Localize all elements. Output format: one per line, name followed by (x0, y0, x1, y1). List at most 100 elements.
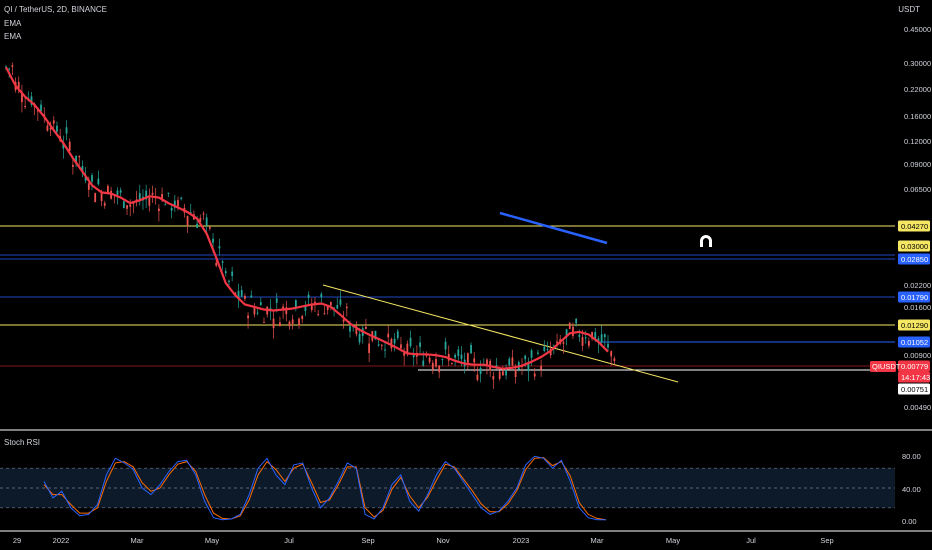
candle-body (212, 238, 214, 243)
price-badge: 0.00751 (898, 383, 930, 395)
price-badge-text: 0.01790 (901, 293, 928, 302)
price-tick-label: 0.02200 (904, 281, 931, 290)
stoch-rsi-label[interactable]: Stoch RSI (4, 438, 41, 447)
time-tick-label: May (205, 536, 219, 545)
stoch-rsi-d-line (43, 457, 607, 521)
blue-trendline (499, 211, 608, 245)
candle-body (224, 271, 227, 274)
candle-body (122, 201, 125, 208)
ema-indicator-label-2[interactable]: EMA (4, 32, 22, 41)
price-badge-bg (898, 360, 930, 372)
candle-body (259, 302, 262, 305)
candle-body (135, 199, 138, 201)
candle-body (406, 343, 409, 354)
candle-body (301, 315, 304, 320)
candle-body (11, 65, 14, 67)
chart-symbol-title: QI / TetherUS, 2D, BINANCE (4, 5, 107, 14)
candle-body (454, 354, 457, 358)
candle-body (298, 318, 300, 326)
candle-body (374, 330, 377, 340)
candle-body (377, 344, 380, 346)
price-badge-bg (898, 319, 930, 331)
time-tick-label: Jul (746, 536, 756, 545)
candle-body (208, 227, 211, 229)
price-tick-label: 0.09000 (904, 160, 931, 169)
price-tick-label: 0.16000 (904, 112, 931, 121)
candle-body (256, 312, 259, 314)
candle-body (473, 358, 476, 363)
candle-body (505, 367, 507, 376)
candle-body (403, 350, 406, 356)
price-badge-bg (898, 253, 930, 265)
candle-body (304, 305, 307, 311)
ema-indicator-label-1[interactable]: EMA (4, 19, 22, 28)
candle-body (562, 342, 565, 344)
candle-body (8, 68, 11, 70)
candle-body (116, 190, 119, 195)
candle-body (228, 280, 230, 282)
candle-body (107, 185, 109, 193)
price-badge: 0.03000 (898, 240, 930, 252)
candle-body (138, 193, 141, 202)
price-tick-label: 0.01600 (904, 303, 931, 312)
candle-body (457, 349, 460, 356)
candle-body (71, 164, 74, 167)
candle-body (218, 246, 221, 249)
candle-body (584, 337, 587, 339)
candle-body (501, 371, 504, 376)
candle-body (342, 319, 345, 322)
candle-body (196, 223, 199, 228)
candle-body (384, 349, 386, 351)
candle-body (431, 362, 434, 370)
candle-body (470, 344, 472, 354)
candle-body (552, 345, 555, 347)
time-tick-label: Mar (131, 536, 144, 545)
candle-body (380, 344, 383, 346)
candle-body (78, 156, 81, 158)
stoch-rsi-k-line (43, 455, 606, 521)
candle-body (581, 337, 584, 346)
candle-body (540, 365, 543, 370)
candle-body (87, 183, 90, 190)
candle-body (91, 175, 93, 182)
candle-body (272, 318, 275, 329)
candle-body (530, 350, 533, 358)
candle-body (30, 96, 33, 105)
candle-body (412, 353, 415, 358)
time-tick-label: 2023 (513, 536, 530, 545)
candle-body (527, 363, 530, 372)
candle-body (205, 217, 208, 226)
candle-body (451, 363, 453, 365)
price-badge: 0.01052 (898, 336, 930, 348)
candle-body (148, 197, 151, 206)
candle-body (81, 165, 84, 173)
candle-body (243, 295, 246, 299)
candle-body (314, 301, 316, 304)
stoch-rsi-tick-label: 80.00 (902, 452, 921, 461)
candle-body (100, 192, 103, 202)
candle-body (126, 205, 128, 209)
candle-body (425, 355, 428, 357)
candle-body (65, 127, 68, 134)
stoch-rsi-tick-label: 0.00 (902, 517, 917, 526)
price-tick-label: 0.12000 (904, 137, 931, 146)
candle-body (600, 334, 603, 343)
candle-body (613, 358, 616, 362)
candle-body (533, 373, 536, 377)
candle-body (441, 359, 444, 361)
time-tick-label: Sep (820, 536, 833, 545)
price-tick-label: 0.00900 (904, 351, 931, 360)
candle-body (275, 298, 278, 303)
candle-body (240, 290, 243, 297)
price-badge: 14:17:43 (898, 371, 930, 383)
candle-body (336, 305, 339, 309)
candle-body (84, 175, 87, 181)
candle-body (307, 294, 310, 298)
candle-body (167, 192, 170, 194)
candle-body (263, 321, 265, 323)
stoch-rsi-tick-label: 40.00 (902, 485, 921, 494)
candle-body (294, 300, 297, 308)
price-badge-text: 0.02850 (901, 255, 928, 264)
candle-body (24, 106, 27, 108)
